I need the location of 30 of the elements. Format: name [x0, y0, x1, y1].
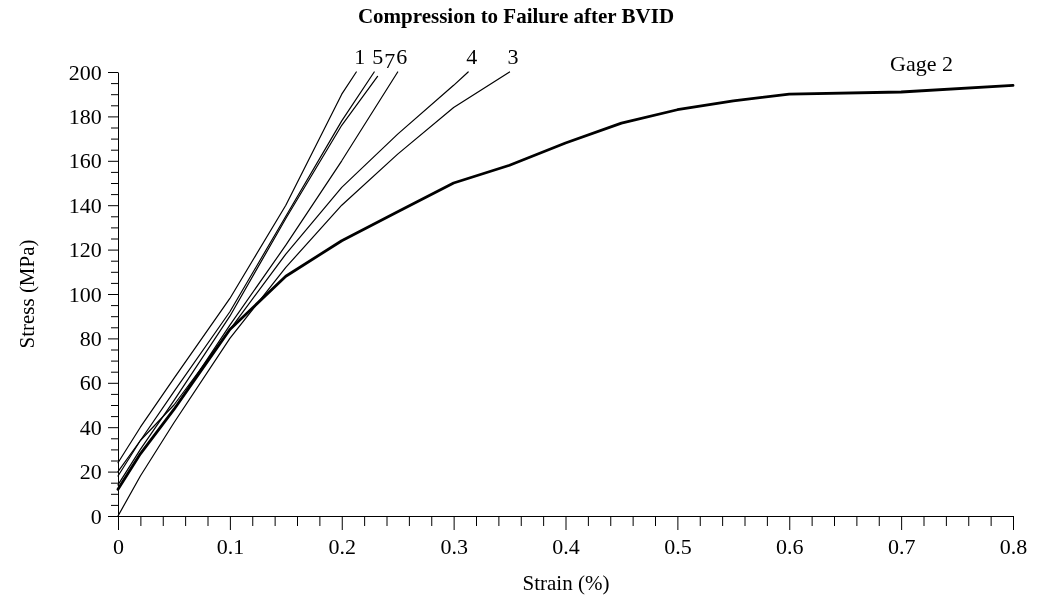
y-tick-label: 100 [68, 281, 102, 307]
y-tick-label: 200 [68, 59, 102, 85]
x-tick-label: 0.8 [999, 534, 1028, 560]
series-label: 1 [354, 44, 366, 69]
x-tick-label: 0.5 [664, 534, 692, 560]
y-tick-label: 40 [79, 414, 102, 440]
y-tick-label: 60 [79, 370, 102, 396]
x-tick-label: 0.1 [216, 534, 245, 560]
x-axis-title: Strain (%) [522, 571, 610, 595]
x-tick-label: 0.6 [776, 534, 804, 560]
series-label: 3 [507, 44, 519, 69]
series-label: Gage 2 [890, 51, 953, 77]
x-tick-label: 0.3 [440, 534, 468, 560]
series-label: 7 [384, 48, 396, 74]
x-tick-label: 0 [113, 534, 124, 560]
y-axis-title: Stress (MPa) [15, 239, 39, 349]
y-tick-label: 160 [68, 148, 102, 174]
y-tick-label: 140 [68, 192, 102, 218]
y-tick-label: 120 [68, 237, 102, 263]
y-tick-label: 180 [68, 103, 102, 129]
series-label: 4 [466, 44, 478, 69]
series-label: 6 [396, 44, 408, 69]
y-tick-label: 20 [79, 459, 102, 485]
series-label: 5 [372, 44, 384, 69]
y-tick-label: 80 [79, 325, 102, 351]
x-tick-label: 0.2 [328, 534, 356, 560]
x-tick-label: 0.4 [552, 534, 580, 560]
y-tick-label: 0 [90, 503, 102, 529]
chart-title: Compression to Failure after BVID [357, 4, 675, 28]
x-tick-label: 0.7 [887, 534, 916, 560]
